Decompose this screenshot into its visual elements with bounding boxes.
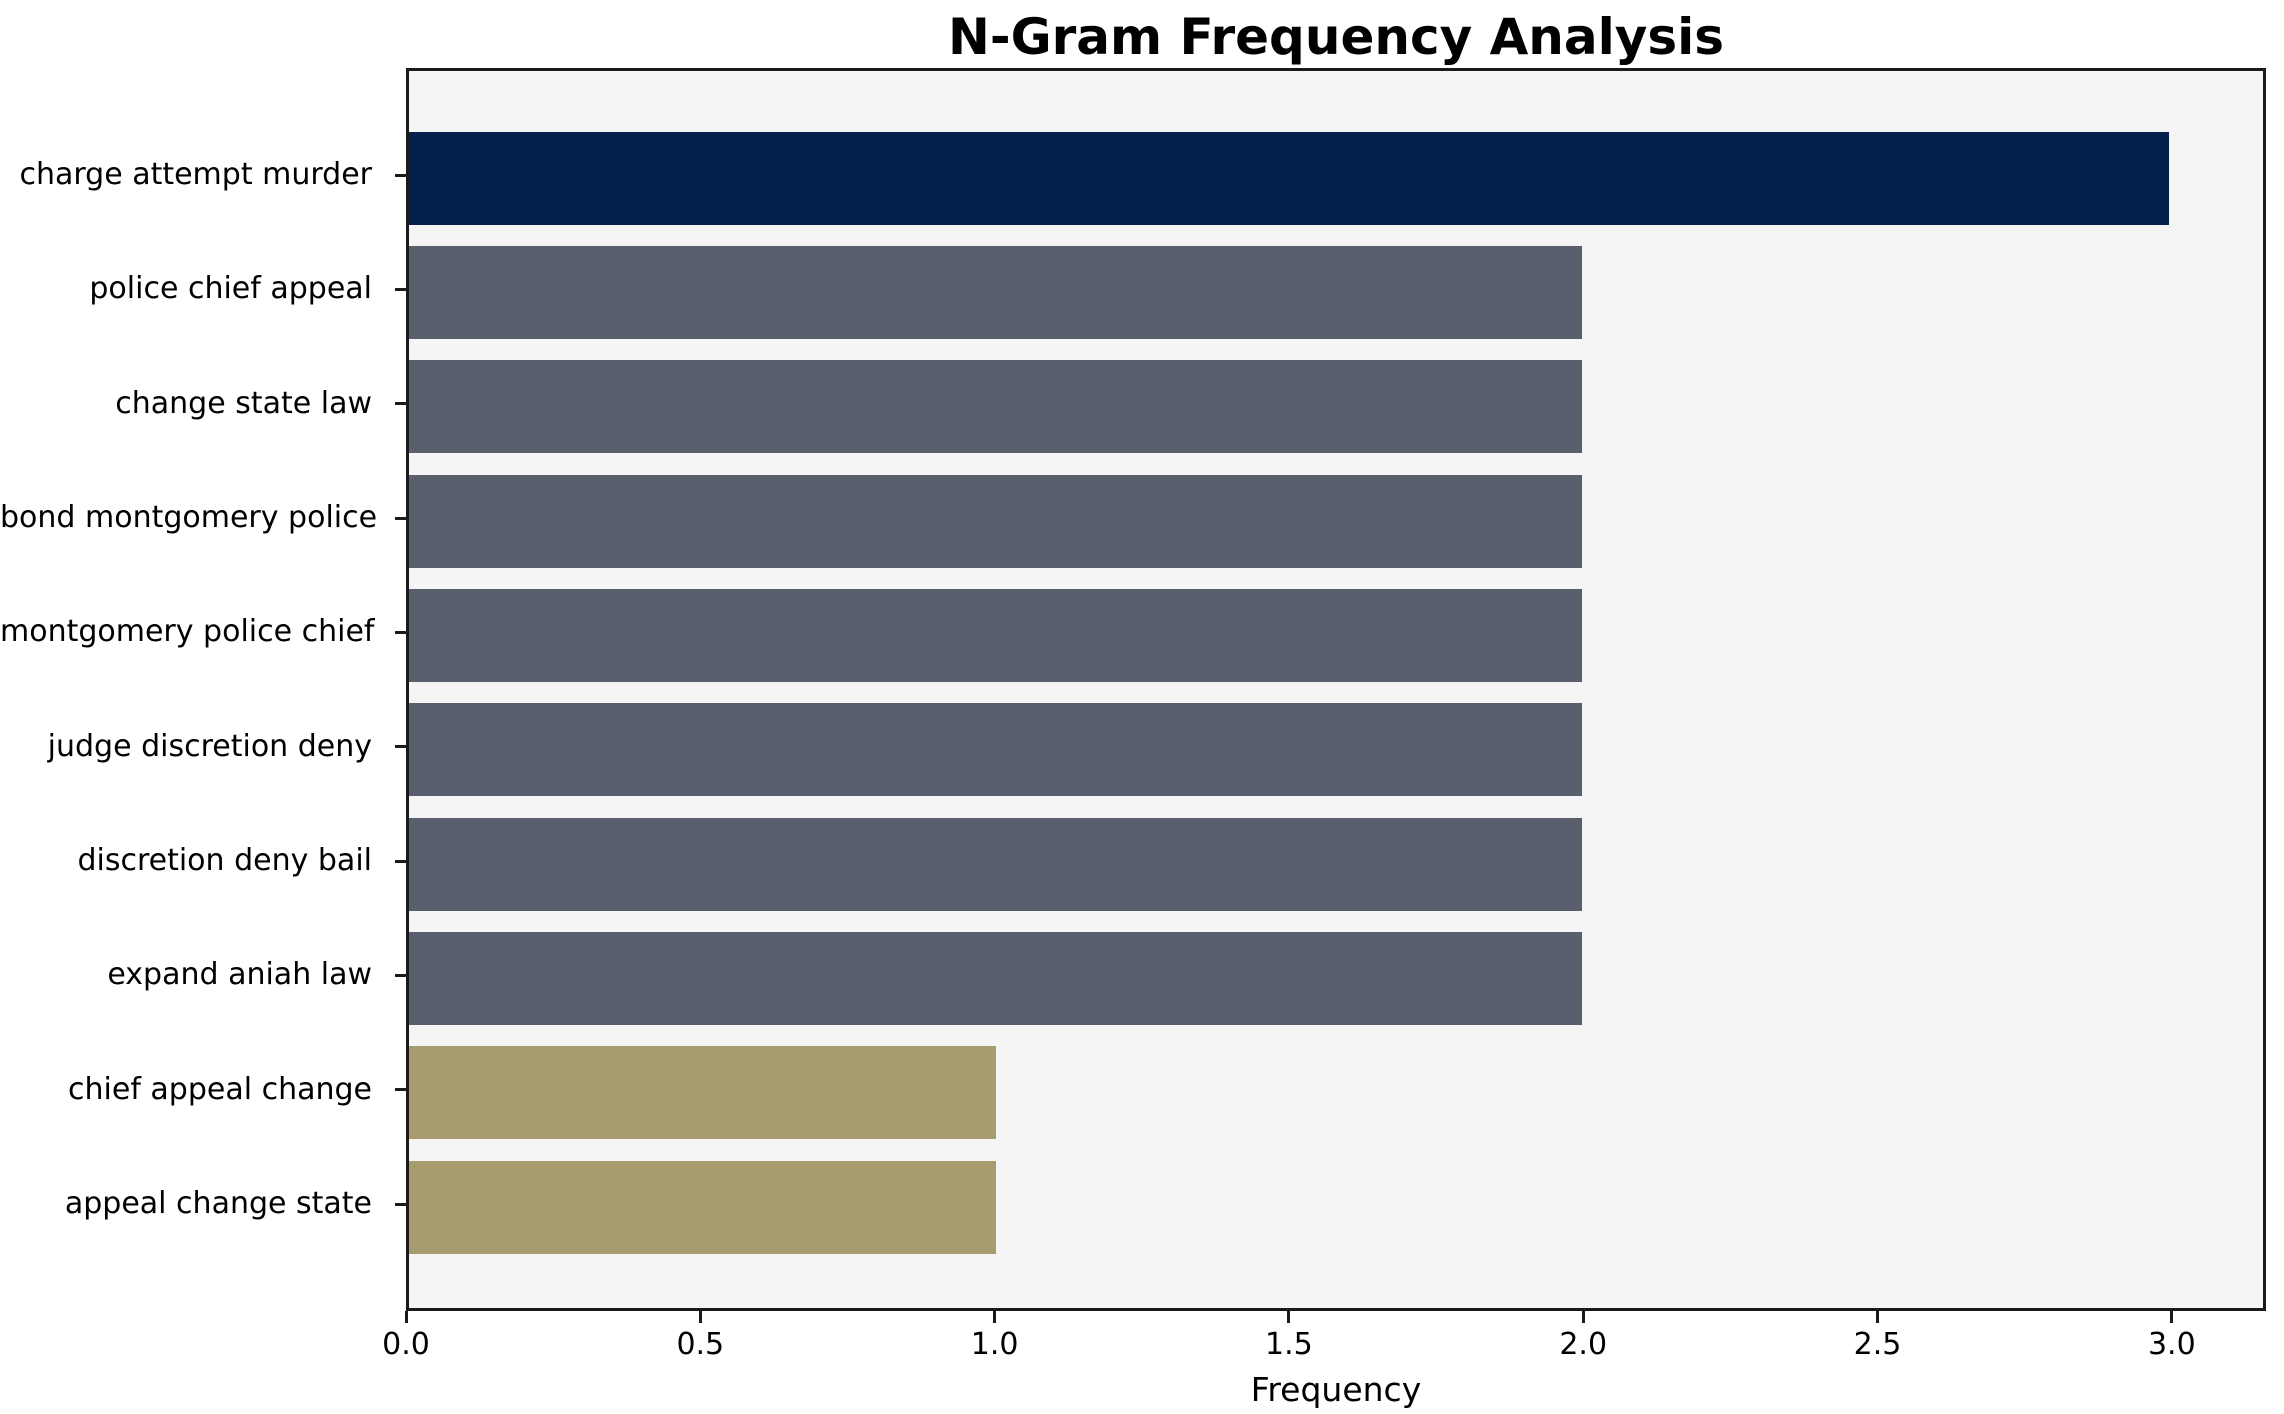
- y-tick-mark: [395, 173, 406, 177]
- y-tick-mark: [395, 859, 406, 863]
- y-tick-mark: [395, 630, 406, 634]
- y-tick-mark: [395, 516, 406, 520]
- x-tick-label: 1.5: [1265, 1327, 1313, 1362]
- bar-montgomery-police-chief: [409, 588, 1583, 682]
- chart-title: N-Gram Frequency Analysis: [947, 8, 1725, 66]
- x-tick-mark: [1876, 1311, 1880, 1323]
- bar-police-chief-appeal: [409, 245, 1583, 339]
- x-tick-mark: [993, 1311, 997, 1323]
- x-tick-label: 2.5: [1853, 1327, 1902, 1362]
- x-tick-label: 2.0: [1559, 1327, 1608, 1362]
- bar-expand-aniah-law: [409, 931, 1583, 1025]
- y-tick-mark: [395, 287, 406, 291]
- y-tick-label: charge attempt murder: [19, 157, 372, 192]
- y-tick-mark: [395, 745, 406, 749]
- x-tick-mark: [404, 1311, 408, 1323]
- y-tick-label: change state law: [115, 385, 372, 421]
- y-tick-label: bond montgomery police: [0, 500, 378, 535]
- x-axis-label: Frequency: [1250, 1370, 1422, 1409]
- x-tick-mark: [2170, 1311, 2174, 1323]
- y-tick-label: discretion deny bail: [77, 843, 372, 878]
- x-tick-label: 0.0: [382, 1327, 430, 1362]
- x-tick-mark: [1581, 1311, 1585, 1323]
- y-tick-label: judge discretion deny: [47, 728, 372, 764]
- x-tick-label: 0.5: [676, 1327, 725, 1362]
- bar-change-state-law: [409, 360, 1583, 454]
- bar-discretion-deny-bail: [409, 817, 1583, 911]
- bar-charge-attempt-murder: [409, 131, 2170, 225]
- y-tick-label: police chief appeal: [89, 271, 372, 307]
- x-tick-label: 1.0: [970, 1327, 1019, 1362]
- bar-judge-discretion-deny: [409, 703, 1583, 797]
- y-tick-mark: [395, 1202, 406, 1206]
- y-tick-label: montgomery police chief: [0, 614, 375, 650]
- y-tick-mark: [395, 973, 406, 977]
- y-tick-mark: [395, 1088, 406, 1092]
- x-tick-label: 3.0: [2147, 1327, 2196, 1362]
- y-tick-label: expand aniah law: [107, 957, 372, 993]
- bar-appeal-change-state: [409, 1160, 996, 1254]
- bar-bond-montgomery-police: [409, 474, 1583, 568]
- y-tick-mark: [395, 402, 406, 406]
- x-tick-mark: [1287, 1311, 1291, 1323]
- y-tick-label: chief appeal change: [68, 1071, 372, 1107]
- x-tick-mark: [698, 1311, 702, 1323]
- bar-chief-appeal-change: [409, 1046, 996, 1140]
- y-tick-label: appeal change state: [64, 1186, 372, 1221]
- plot-area: [406, 68, 2266, 1311]
